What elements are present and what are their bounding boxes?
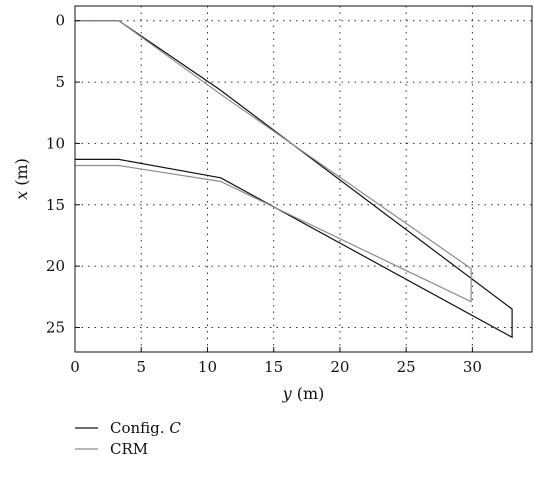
y-axis-variable: x — [12, 191, 31, 200]
y-tick-label: 20 — [46, 257, 65, 275]
y-tick-label: 15 — [46, 196, 65, 214]
x-axis-variable: y — [282, 384, 293, 403]
legend-label-text: CRM — [110, 440, 148, 458]
legend-label: Config. C — [110, 419, 181, 437]
x-tick-label: 5 — [136, 358, 146, 376]
legend-entry: Config. C — [75, 419, 181, 437]
legend-label: CRM — [110, 440, 148, 458]
x-axis-label: y (m) — [282, 384, 325, 403]
grid-layer — [75, 6, 532, 352]
plot-frame — [74, 5, 533, 353]
x-tick-label: 10 — [198, 358, 217, 376]
x-tick-label: 0 — [70, 358, 80, 376]
x-axis-unit: (m) — [292, 384, 325, 403]
legend-label-variable: C — [169, 419, 181, 437]
x-tick-label: 15 — [264, 358, 283, 376]
tick-layer: 0 5 10 15 20 25 30 0 5 10 15 20 25 — [46, 12, 482, 376]
x-tick-label: 25 — [397, 358, 416, 376]
y-tick-label: 10 — [46, 134, 65, 152]
y-tick-label: 25 — [46, 318, 65, 336]
y-axis-label: x (m) — [12, 158, 31, 200]
legend-label-text: Config. — [110, 419, 169, 437]
y-tick-label: 0 — [55, 12, 65, 30]
legend-entry: CRM — [75, 440, 148, 458]
y-axis-unit: (m) — [12, 158, 31, 191]
series-layer — [75, 20, 513, 339]
x-tick-label: 20 — [330, 358, 349, 376]
series-line-crm — [75, 20, 472, 303]
legend: Config. C CRM — [75, 419, 181, 458]
x-tick-label: 30 — [463, 358, 482, 376]
y-tick-label: 5 — [55, 73, 65, 91]
